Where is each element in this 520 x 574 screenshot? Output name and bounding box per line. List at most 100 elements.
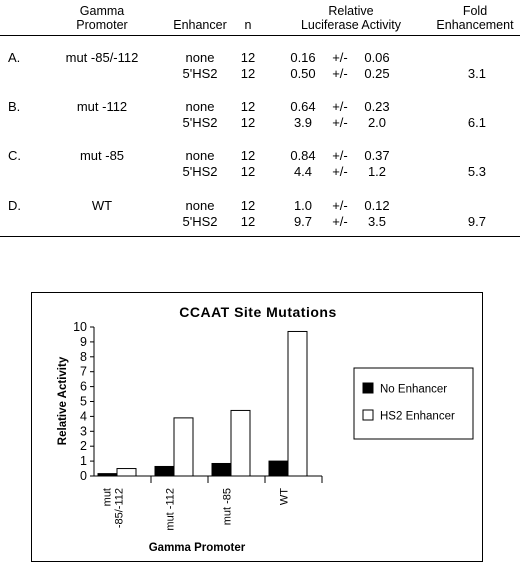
cell-enhancer: none — [185, 198, 215, 213]
cell-enhancer: 5'HS2 — [182, 115, 218, 130]
cell-enhancer: 5'HS2 — [182, 164, 218, 179]
cell-mean: 4.4 — [293, 164, 313, 179]
cell-n: 12 — [240, 99, 256, 114]
cell-sd: 3.5 — [367, 214, 387, 229]
footer-rule — [0, 236, 520, 237]
header-activity-line2: Luciferase Activity — [300, 18, 402, 32]
chart-xlabel: Gamma Promoter — [149, 542, 246, 554]
cell-enhancer: none — [185, 99, 215, 114]
cell-n: 12 — [240, 66, 256, 81]
chart-ylabel: Relative Activity — [57, 356, 69, 445]
x-tick-label: mut -85 — [222, 488, 234, 525]
y-tick-label: 5 — [80, 395, 87, 409]
chart-title: CCAAT Site Mutations — [179, 304, 337, 320]
legend-label: HS2 Enhancer — [380, 411, 455, 423]
group-letter: A. — [8, 50, 21, 65]
header-promoter-line2: Promoter — [76, 18, 128, 32]
cell-sd: 0.23 — [364, 99, 390, 114]
y-tick-label: 9 — [80, 335, 87, 349]
cell-enhancer: 5'HS2 — [182, 66, 218, 81]
cell-fold: 3.1 — [467, 66, 486, 81]
cell-mean: 0.50 — [290, 66, 316, 81]
y-tick-label: 10 — [73, 320, 87, 334]
cell-plus-minus: +/- — [332, 214, 348, 229]
y-tick-label: 4 — [80, 409, 87, 423]
group-promoter: mut -112 — [76, 99, 128, 114]
cell-mean: 0.84 — [290, 148, 316, 163]
bar-hs2-enhancer — [173, 417, 194, 477]
y-tick-label: 2 — [80, 439, 87, 453]
bar-no-enhancer — [97, 473, 118, 477]
header-promoter: Gamma Promoter — [62, 4, 142, 32]
x-tick-label: -85/-112 — [114, 488, 126, 528]
cell-n: 12 — [240, 198, 256, 213]
cell-sd: 0.12 — [364, 198, 390, 213]
header-enhancer: Enhancer — [173, 18, 227, 32]
header-n: n — [244, 18, 252, 32]
group-promoter: mut -85 — [79, 148, 125, 163]
legend-swatch — [362, 382, 374, 394]
header-fold: Fold Enhancement — [432, 4, 518, 32]
bar-hs2-enhancer — [287, 330, 308, 477]
cell-fold: 9.7 — [467, 214, 486, 229]
group-promoter: mut -85/-112 — [65, 50, 139, 65]
cell-plus-minus: +/- — [332, 50, 348, 65]
header-activity-line1: Relative — [328, 4, 374, 18]
cell-enhancer: none — [185, 50, 215, 65]
bar-chart: CCAAT Site Mutations Relative Activity G… — [57, 304, 474, 554]
legend-swatch — [362, 409, 374, 421]
cell-n: 12 — [240, 50, 256, 65]
y-tick-label: 3 — [80, 424, 87, 438]
header-rule — [0, 35, 520, 36]
group-promoter: WT — [91, 198, 113, 213]
y-tick-label: 0 — [80, 469, 87, 483]
y-tick-label: 8 — [80, 350, 87, 364]
cell-mean: 3.9 — [293, 115, 313, 130]
cell-sd: 0.37 — [364, 148, 390, 163]
cell-n: 12 — [240, 115, 256, 130]
cell-mean: 0.16 — [290, 50, 316, 65]
x-tick-label: mut — [102, 488, 114, 506]
legend-box — [353, 367, 474, 440]
bar-no-enhancer — [211, 462, 232, 477]
cell-plus-minus: +/- — [332, 99, 348, 114]
cell-n: 12 — [240, 214, 256, 229]
bar-no-enhancer — [268, 460, 289, 477]
bar-no-enhancer — [154, 465, 175, 477]
cell-enhancer: 5'HS2 — [182, 214, 218, 229]
cell-plus-minus: +/- — [332, 115, 348, 130]
cell-mean: 0.64 — [290, 99, 316, 114]
cell-sd: 2.0 — [367, 115, 387, 130]
cell-enhancer: none — [185, 148, 215, 163]
bar-hs2-enhancer — [230, 409, 251, 477]
header-activity: Relative Luciferase Activity — [276, 4, 426, 32]
cell-sd: 0.06 — [364, 50, 390, 65]
legend: No Enhancer HS2 Enhancer — [353, 367, 474, 440]
cell-n: 12 — [240, 164, 256, 179]
group-letter: B. — [8, 99, 21, 114]
cell-plus-minus: +/- — [332, 66, 348, 81]
chart-frame: CCAAT Site Mutations Relative Activity G… — [31, 292, 483, 562]
cell-mean: 1.0 — [293, 198, 313, 213]
cell-fold: 5.3 — [467, 164, 486, 179]
cell-sd: 0.25 — [364, 66, 390, 81]
header-promoter-line1: Gamma — [79, 4, 125, 18]
cell-plus-minus: +/- — [332, 164, 348, 179]
x-tick-label: mut -112 — [165, 488, 177, 531]
legend-label: No Enhancer — [380, 384, 447, 396]
header-fold-line2: Enhancement — [436, 18, 514, 32]
cell-plus-minus: +/- — [332, 198, 348, 213]
x-tick-label: WT — [279, 488, 291, 505]
header-fold-line1: Fold — [462, 4, 488, 18]
group-letter: C. — [8, 148, 21, 163]
bar-hs2-enhancer — [116, 468, 137, 477]
y-tick-label: 7 — [80, 365, 87, 379]
group-letter: D. — [8, 198, 21, 213]
y-tick-label: 1 — [80, 454, 87, 468]
cell-fold: 6.1 — [467, 115, 486, 130]
cell-sd: 1.2 — [367, 164, 387, 179]
cell-n: 12 — [240, 148, 256, 163]
cell-mean: 9.7 — [293, 214, 313, 229]
cell-plus-minus: +/- — [332, 148, 348, 163]
